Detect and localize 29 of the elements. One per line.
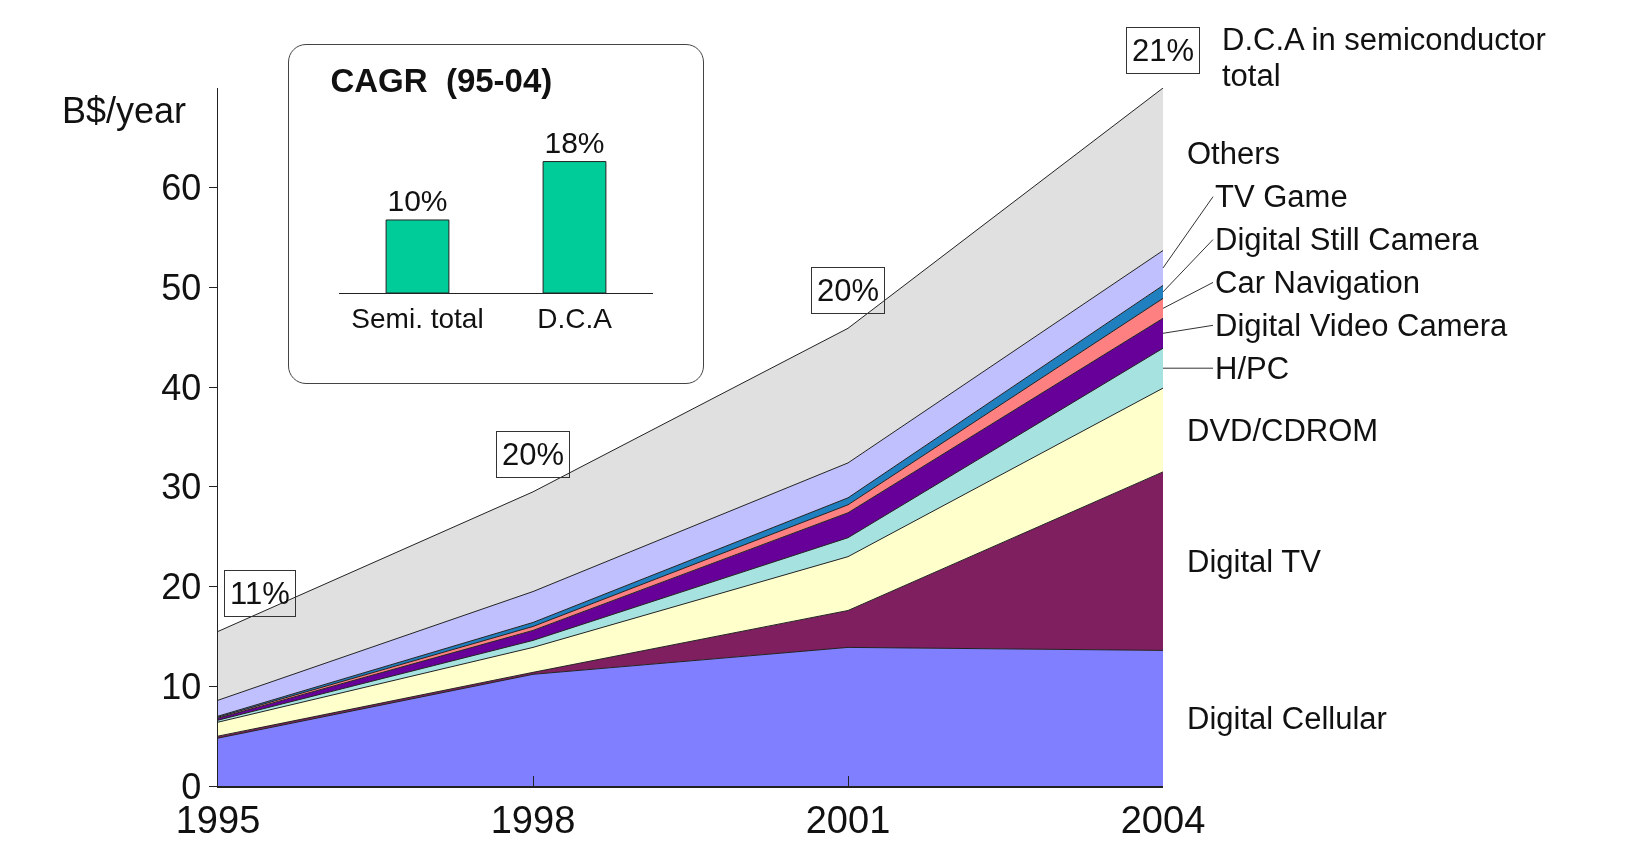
series-label: Digital Video Camera (1215, 308, 1509, 343)
y-tick-label: 30 (161, 466, 202, 508)
chart-title: CAGR (95-04) (330, 61, 553, 99)
annotation: 20% (817, 273, 880, 308)
annotation: 20% (502, 437, 565, 472)
x-tick-label: 2004 (1120, 799, 1206, 842)
x-tick-label: D.C.A (537, 302, 613, 334)
series-label: DVD/CDROM (1187, 413, 1379, 448)
text: TV Game (1215, 179, 1348, 214)
x-tick-label: 1998 (490, 799, 576, 842)
text: D.C.A in semiconductor total (1222, 22, 1547, 94)
data-label: 10% (387, 183, 448, 217)
x-tick-label: Semi. total (351, 302, 484, 334)
y-tick-label: 20 (161, 566, 202, 608)
series-label: Digital TV (1187, 544, 1322, 579)
y-axis-title: B$/year (62, 90, 187, 131)
y-tick-label: 60 (161, 167, 202, 209)
annotation: 11% (230, 576, 290, 611)
y-tick-label: 50 (161, 267, 202, 309)
series-label: Others (1187, 136, 1281, 171)
y-tick-label: 10 (161, 665, 202, 707)
data-label: 18% (544, 125, 605, 159)
y-tick-label: 40 (161, 366, 202, 408)
text: 21% (1132, 33, 1195, 68)
series-label: H/PC (1215, 351, 1290, 386)
series-label: Car Navigation (1215, 265, 1421, 300)
x-tick-label: 2001 (805, 799, 891, 842)
series-label: Digital Cellular (1187, 701, 1387, 736)
series-label: Digital Still Camera (1215, 222, 1480, 257)
